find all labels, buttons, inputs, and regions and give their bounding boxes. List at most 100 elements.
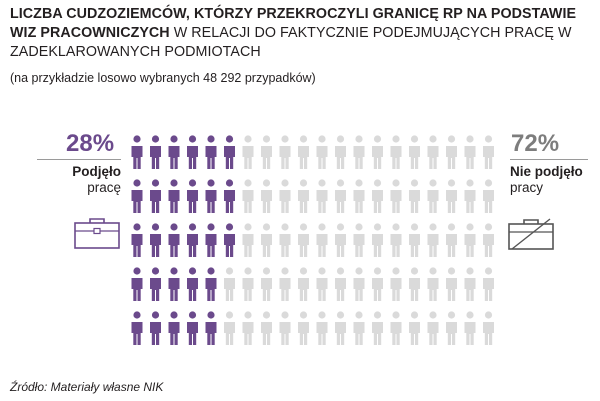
- person-icon-employed: [168, 311, 180, 345]
- person-icon-not-employed: [427, 135, 439, 169]
- person-icon-not-employed: [427, 223, 439, 257]
- person-icon-not-employed: [353, 135, 365, 169]
- person-icon-not-employed: [298, 311, 309, 345]
- person-icon-employed: [205, 223, 217, 257]
- person-icon-not-employed: [390, 311, 402, 345]
- person-icon-not-employed: [335, 135, 346, 169]
- person-icon-employed: [187, 179, 198, 213]
- person-icon-not-employed: [483, 267, 494, 301]
- person-icon-employed: [150, 311, 161, 345]
- person-icon-not-employed: [446, 223, 457, 257]
- person-icon-not-employed: [464, 179, 476, 213]
- person-icon-not-employed: [483, 179, 494, 213]
- person-icon-not-employed: [446, 311, 457, 345]
- person-icon-employed: [131, 135, 143, 169]
- person-icon-not-employed: [446, 135, 457, 169]
- person-icon-not-employed: [316, 179, 328, 213]
- source-note: Źródło: Materiały własne NIK: [10, 380, 164, 394]
- person-icon-not-employed: [427, 267, 439, 301]
- person-icon-not-employed: [279, 135, 291, 169]
- person-icon-not-employed: [335, 267, 346, 301]
- person-icon-employed: [131, 179, 143, 213]
- person-icon-employed: [187, 311, 198, 345]
- person-icon-not-employed: [298, 267, 309, 301]
- person-icon-employed: [205, 311, 217, 345]
- person-icon-not-employed: [464, 223, 476, 257]
- left-label-line1: Podjęło: [72, 164, 121, 179]
- person-icon-not-employed: [390, 179, 402, 213]
- person-icon-not-employed: [224, 311, 235, 345]
- person-icon-not-employed: [372, 267, 383, 301]
- right-label-line1: Nie podjęło: [510, 164, 583, 179]
- person-icon-not-employed: [427, 179, 439, 213]
- person-icon-not-employed: [390, 223, 402, 257]
- person-icon-not-employed: [242, 267, 254, 301]
- person-icon-employed: [205, 179, 217, 213]
- person-icon-not-employed: [224, 267, 235, 301]
- person-icon-not-employed: [483, 135, 494, 169]
- person-icon-not-employed: [242, 223, 254, 257]
- right-label: Nie podjęło pracy: [510, 164, 583, 196]
- person-icon-employed: [224, 179, 235, 213]
- person-icon-not-employed: [372, 311, 383, 345]
- person-icon-not-employed: [261, 179, 272, 213]
- person-icon-not-employed: [464, 267, 476, 301]
- right-label-line2: pracy: [510, 180, 544, 195]
- person-icon-not-employed: [298, 223, 309, 257]
- person-icon-not-employed: [298, 179, 309, 213]
- person-icon-not-employed: [390, 135, 402, 169]
- person-icon-not-employed: [409, 311, 420, 345]
- person-icon-not-employed: [279, 223, 291, 257]
- person-icon-not-employed: [353, 267, 365, 301]
- person-icon-not-employed: [242, 179, 254, 213]
- title-bold: LICZBA CUDZOZIEMCÓW, KTÓRZY PRZEKROCZYLI…: [10, 6, 577, 41]
- person-icon-employed: [168, 179, 180, 213]
- left-percent: 28%: [66, 131, 114, 157]
- person-icon-employed: [224, 223, 235, 257]
- person-icon-not-employed: [446, 267, 457, 301]
- person-icon-employed: [187, 267, 198, 301]
- left-percent-value: 28%: [66, 130, 115, 157]
- person-icon-not-employed: [483, 223, 494, 257]
- left-label-line2: pracę: [87, 180, 121, 195]
- person-icon-not-employed: [316, 135, 328, 169]
- person-icon-not-employed: [279, 311, 291, 345]
- person-icon-employed: [131, 223, 143, 257]
- person-icon-employed: [205, 267, 217, 301]
- person-icon-employed: [131, 311, 143, 345]
- person-icon-employed: [150, 223, 161, 257]
- person-icon-not-employed: [261, 267, 272, 301]
- crossed-briefcase-icon: [508, 218, 554, 250]
- person-icon-not-employed: [316, 223, 328, 257]
- person-icon-not-employed: [353, 223, 365, 257]
- person-icon-not-employed: [298, 135, 309, 169]
- left-divider: [37, 159, 121, 160]
- person-icon-not-employed: [279, 267, 291, 301]
- person-icon-employed: [150, 179, 161, 213]
- person-icon-employed: [187, 223, 198, 257]
- right-percent-value: 72%: [511, 130, 560, 157]
- person-icon-not-employed: [464, 135, 476, 169]
- person-icon-not-employed: [316, 311, 328, 345]
- person-icon-not-employed: [261, 311, 272, 345]
- person-icon-not-employed: [446, 179, 457, 213]
- person-icon-not-employed: [409, 267, 420, 301]
- chart-subtitle: (na przykładzie losowo wybranych 48 292 …: [10, 71, 316, 85]
- title-light: W RELACJI DO FAKTYCZNIE PODEJMUJĄCYCH PR…: [10, 25, 572, 60]
- person-icon-employed: [168, 135, 180, 169]
- person-icon-not-employed: [353, 179, 365, 213]
- person-icon-not-employed: [390, 267, 402, 301]
- person-icon-employed: [168, 267, 180, 301]
- person-icon-not-employed: [427, 311, 439, 345]
- person-icon-employed: [131, 267, 143, 301]
- right-divider: [510, 159, 588, 160]
- person-icon-not-employed: [409, 135, 420, 169]
- left-label: Podjęło pracę: [40, 164, 121, 196]
- person-icon-not-employed: [372, 179, 383, 213]
- person-icon-not-employed: [261, 135, 272, 169]
- right-percent: 72%: [511, 131, 559, 157]
- person-icon-employed: [224, 135, 235, 169]
- person-icon-not-employed: [335, 223, 346, 257]
- person-icon-not-employed: [316, 267, 328, 301]
